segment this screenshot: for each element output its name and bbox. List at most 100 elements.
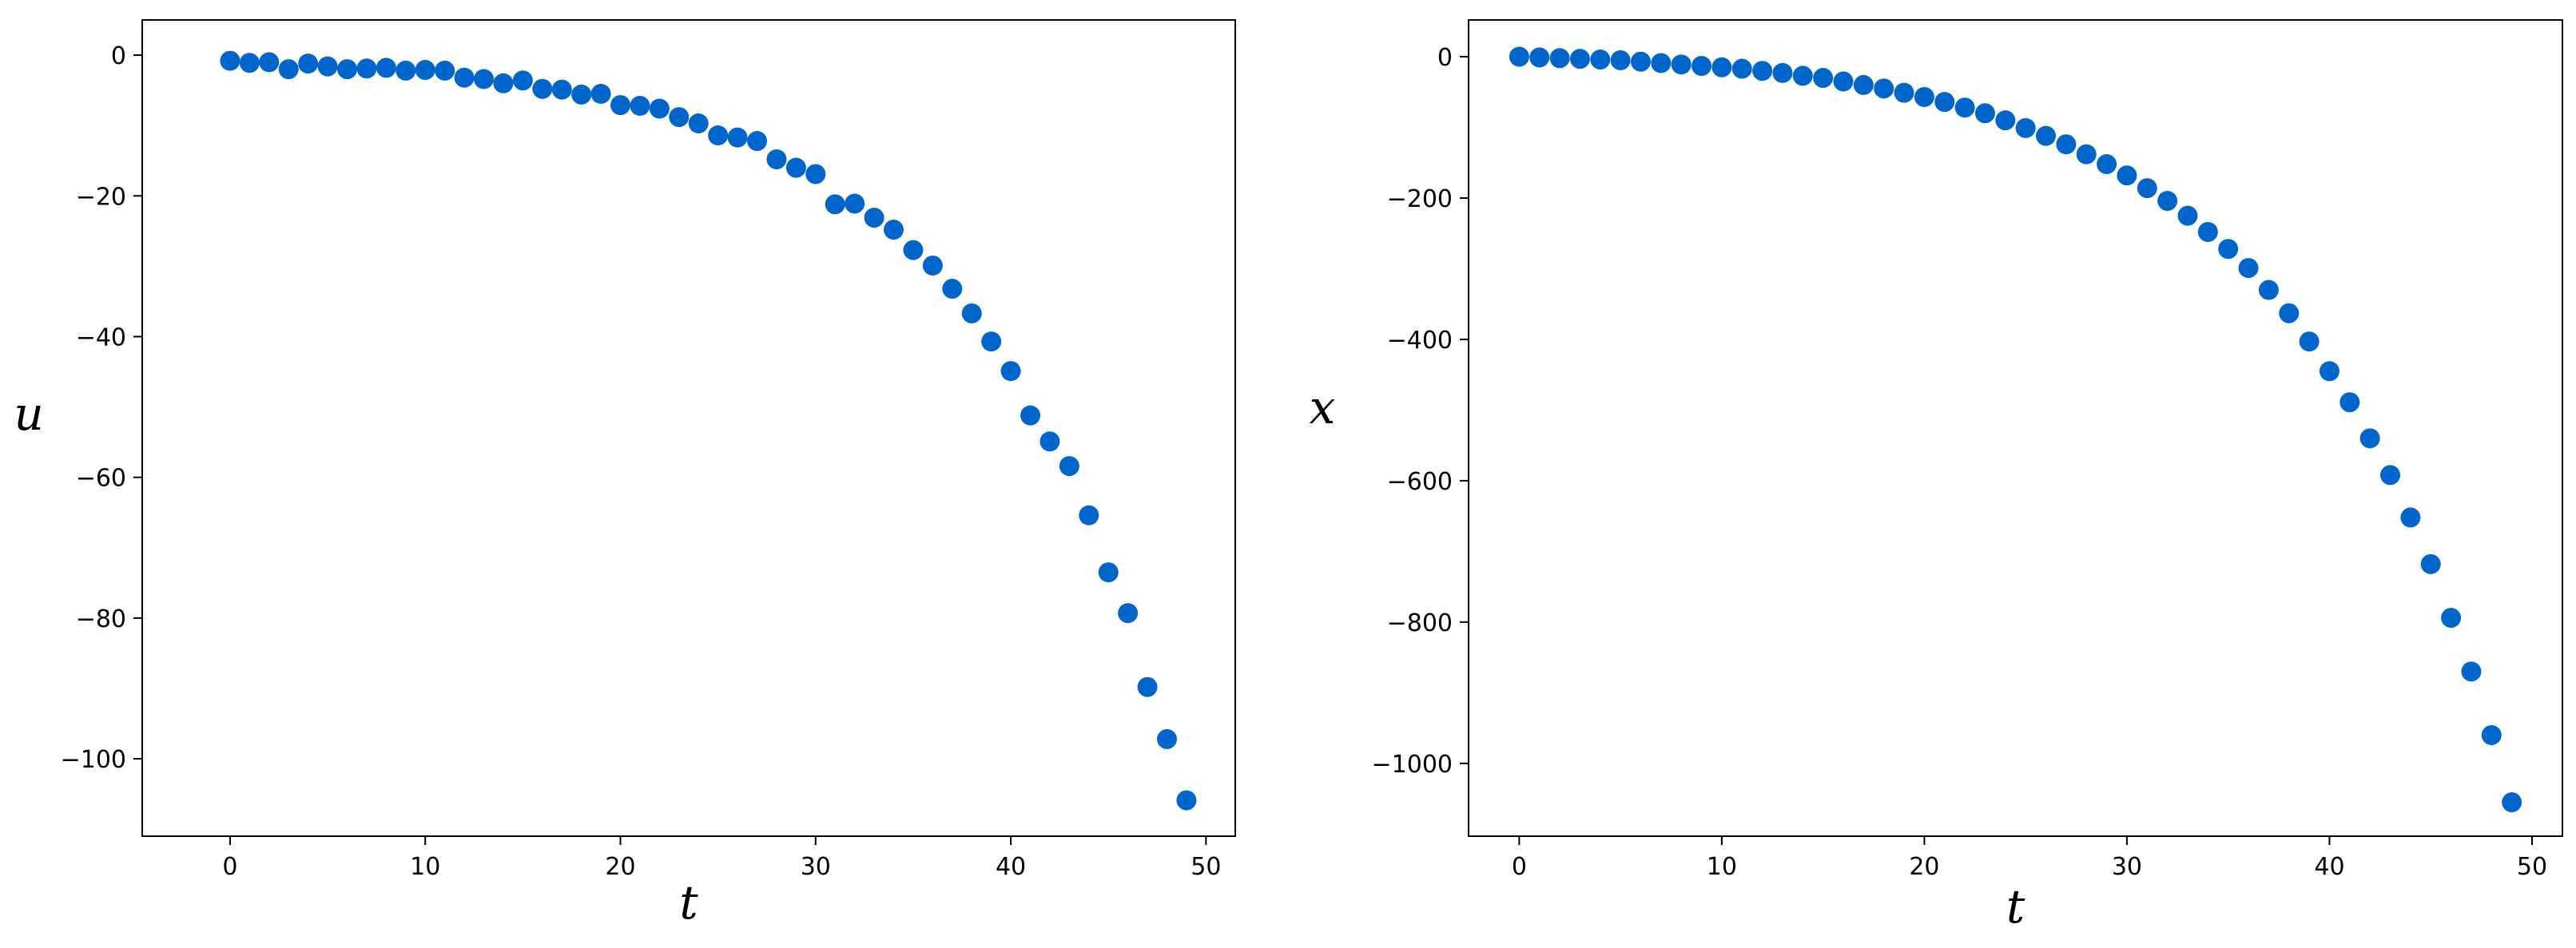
data-point <box>2481 724 2502 745</box>
data-point <box>2238 258 2259 279</box>
data-point <box>864 208 885 228</box>
data-point <box>1691 56 1712 77</box>
x-tick-label: 0 <box>222 853 237 881</box>
data-point <box>2279 303 2300 323</box>
data-point <box>1549 48 1570 69</box>
x-tick-label: 20 <box>605 853 635 881</box>
data-point <box>2157 191 2178 212</box>
y-tick-label: −100 <box>61 746 126 774</box>
data-point <box>2319 361 2339 382</box>
data-point <box>493 73 514 93</box>
data-point <box>356 58 377 79</box>
data-point <box>766 149 787 169</box>
x-tick-label: 40 <box>996 853 1026 881</box>
y-tick-label: −60 <box>76 465 126 493</box>
data-point <box>1529 47 1550 68</box>
data-point <box>669 107 690 128</box>
data-point <box>2461 661 2482 682</box>
data-point <box>1792 65 1813 86</box>
data-point <box>1098 562 1119 583</box>
data-point <box>2036 125 2057 146</box>
data-point <box>2502 792 2522 813</box>
data-point <box>2015 117 2036 138</box>
data-point <box>1610 50 1631 70</box>
data-point <box>1079 505 1099 526</box>
data-point <box>571 84 592 105</box>
data-point <box>435 60 455 81</box>
data-point <box>1914 86 1934 107</box>
data-point <box>396 60 416 81</box>
data-point <box>2400 507 2421 528</box>
data-point <box>512 70 533 91</box>
data-point <box>2056 134 2077 155</box>
y-tick-label: −40 <box>76 323 126 351</box>
data-point <box>649 98 670 119</box>
data-point <box>474 69 494 89</box>
data-point <box>2076 144 2097 165</box>
x-tick-label: 10 <box>410 853 440 881</box>
x-tick-label: 40 <box>2314 853 2344 881</box>
data-point <box>630 95 650 116</box>
data-point <box>1509 46 1529 67</box>
data-point <box>259 52 280 73</box>
data-point <box>1590 50 1611 70</box>
y-tick-label: 0 <box>1437 44 1453 72</box>
data-point <box>1974 103 1995 124</box>
data-point <box>454 67 475 88</box>
data-point <box>1833 71 1854 92</box>
y-tick-label: −800 <box>1387 609 1453 637</box>
data-point <box>2137 178 2157 199</box>
data-point <box>2117 165 2137 186</box>
data-point <box>1813 68 1834 89</box>
data-point <box>1651 53 1672 73</box>
data-point <box>1137 676 1158 697</box>
data-point <box>239 53 260 73</box>
data-point <box>981 331 1002 352</box>
data-point <box>1020 405 1040 426</box>
data-point <box>1954 97 1975 118</box>
data-point <box>2420 553 2441 574</box>
axes-frame <box>1468 19 2563 837</box>
data-point <box>551 79 572 100</box>
data-point <box>1040 431 1060 452</box>
data-point <box>727 127 748 148</box>
y-tick-label: −400 <box>1387 327 1453 355</box>
data-point <box>278 59 299 80</box>
data-point <box>922 255 943 276</box>
x-axis-label: t <box>2006 879 2025 934</box>
x-tick-label: 50 <box>1191 853 1221 881</box>
data-point <box>1934 92 1955 113</box>
x-axis-label: t <box>679 875 698 930</box>
data-point <box>2197 221 2218 242</box>
data-point <box>961 303 982 323</box>
data-point <box>747 131 767 152</box>
x-tick-label: 0 <box>1512 853 1527 881</box>
x-tick-label: 20 <box>1909 853 1939 881</box>
y-tick-label: −1000 <box>1372 751 1453 779</box>
data-point <box>1995 110 2016 131</box>
plot-u-vs-t: 0 10 20 30 40 50 0 −20 −40 −60 −80 −100 t u <box>14 19 1236 930</box>
data-point <box>590 84 611 105</box>
data-point <box>1630 51 1651 72</box>
y-axis-label: x <box>1310 380 1336 434</box>
data-point <box>1671 54 1691 75</box>
data-point <box>2177 205 2198 226</box>
x-tick-label: 50 <box>2517 853 2547 881</box>
data-point <box>2097 154 2117 175</box>
data-point <box>2441 608 2462 629</box>
y-tick-label: 0 <box>111 42 126 70</box>
data-point <box>2299 331 2320 352</box>
data-point <box>610 95 630 116</box>
data-point <box>845 193 865 214</box>
data-point <box>688 113 709 134</box>
x-tick-label: 10 <box>1707 853 1737 881</box>
data-point <box>2218 239 2239 260</box>
data-point <box>415 60 435 81</box>
data-point <box>337 59 357 80</box>
data-point <box>805 164 826 184</box>
data-point <box>2258 280 2279 300</box>
y-tick-label: −200 <box>1387 185 1453 213</box>
plot-x-vs-t: 0 10 20 30 40 50 0 −200 −400 −600 −800 −1000 t x <box>1310 19 2563 934</box>
data-point <box>1000 361 1021 382</box>
axes-frame <box>141 19 1236 837</box>
